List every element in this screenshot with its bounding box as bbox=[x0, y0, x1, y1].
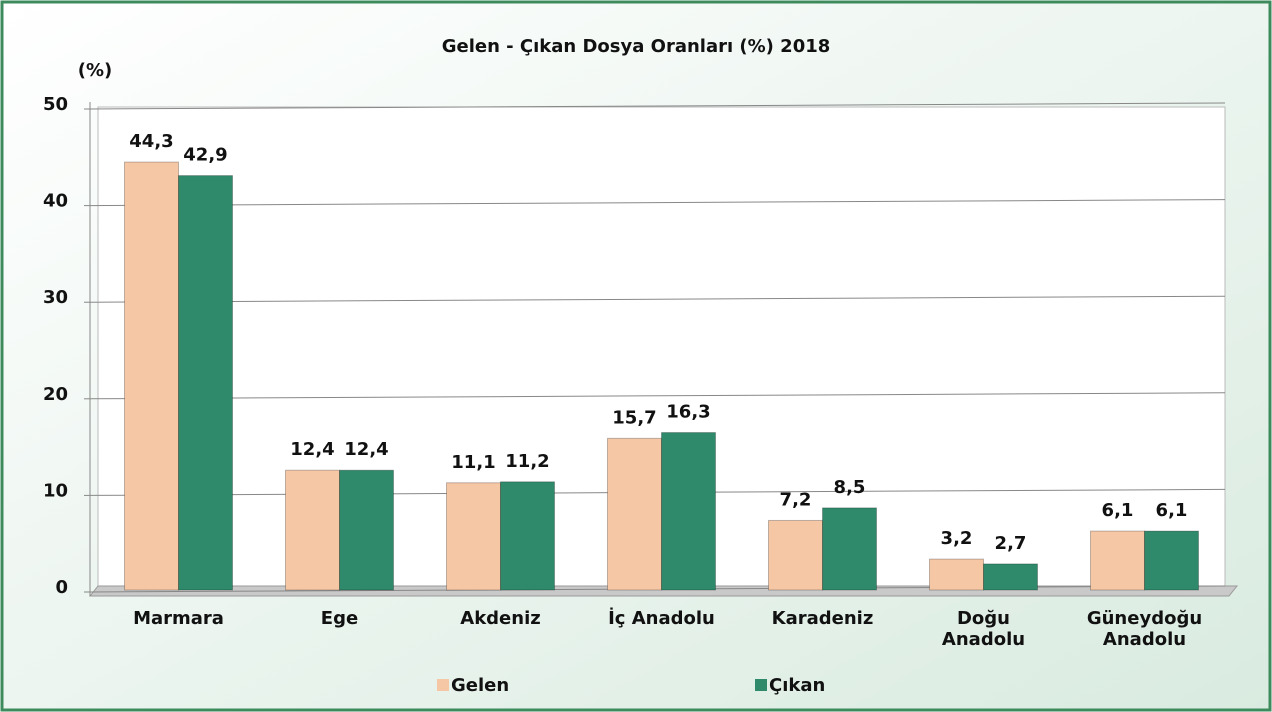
x-tick-label: Güneydoğu Anadolu bbox=[1086, 608, 1203, 650]
bar bbox=[1090, 530, 1145, 591]
value-label: 2,7 bbox=[995, 533, 1027, 554]
legend-label: Çıkan bbox=[769, 675, 825, 696]
value-label: 16,3 bbox=[666, 402, 710, 423]
legend-swatch bbox=[437, 679, 449, 691]
y-tick-label: 20 bbox=[43, 384, 68, 405]
value-label: 6,1 bbox=[1102, 500, 1134, 521]
bar bbox=[446, 482, 501, 591]
bar bbox=[339, 469, 394, 591]
bar bbox=[178, 175, 233, 591]
y-tick-label: 40 bbox=[43, 191, 68, 212]
bar bbox=[661, 432, 716, 591]
value-label: 12,4 bbox=[290, 439, 334, 460]
x-tick-label: Doğu Anadolu bbox=[941, 608, 1026, 650]
bar bbox=[983, 563, 1038, 591]
bar bbox=[124, 161, 179, 591]
x-tick-label: Karadeniz bbox=[771, 608, 874, 629]
value-label: 12,4 bbox=[344, 439, 388, 460]
grid-line bbox=[89, 102, 1226, 110]
x-tick-label: İç Anadolu bbox=[608, 608, 715, 629]
bar bbox=[500, 481, 555, 591]
legend-label: Gelen bbox=[451, 675, 509, 696]
chart-title: Gelen - Çıkan Dosya Oranları (%) 2018 bbox=[442, 36, 831, 57]
y-axis-label: (%) bbox=[78, 60, 113, 81]
x-tick-label: Marmara bbox=[133, 608, 224, 629]
bar bbox=[768, 519, 823, 591]
x-tick-label: Akdeniz bbox=[460, 608, 541, 629]
value-label: 15,7 bbox=[612, 407, 656, 428]
grid-line bbox=[89, 392, 1226, 400]
value-label: 7,2 bbox=[780, 489, 812, 510]
y-tick-label: 50 bbox=[43, 94, 68, 115]
bar bbox=[822, 507, 877, 591]
value-label: 3,2 bbox=[941, 528, 973, 549]
y-tick-label: 30 bbox=[43, 287, 68, 308]
bar bbox=[607, 437, 662, 591]
bar bbox=[929, 558, 984, 591]
x-tick-label: Ege bbox=[320, 608, 359, 629]
value-label: 6,1 bbox=[1156, 500, 1188, 521]
value-label: 11,2 bbox=[505, 451, 549, 472]
bar bbox=[285, 469, 340, 591]
grid-line bbox=[89, 199, 1226, 207]
value-label: 11,1 bbox=[451, 452, 495, 473]
legend-swatch bbox=[755, 679, 767, 691]
bar bbox=[1144, 530, 1199, 591]
value-label: 42,9 bbox=[183, 145, 227, 166]
y-tick-label: 10 bbox=[43, 480, 68, 501]
y-tick-label: 0 bbox=[55, 577, 68, 598]
value-label: 8,5 bbox=[834, 477, 866, 498]
value-label: 44,3 bbox=[129, 131, 173, 152]
grid-line bbox=[89, 295, 1226, 303]
